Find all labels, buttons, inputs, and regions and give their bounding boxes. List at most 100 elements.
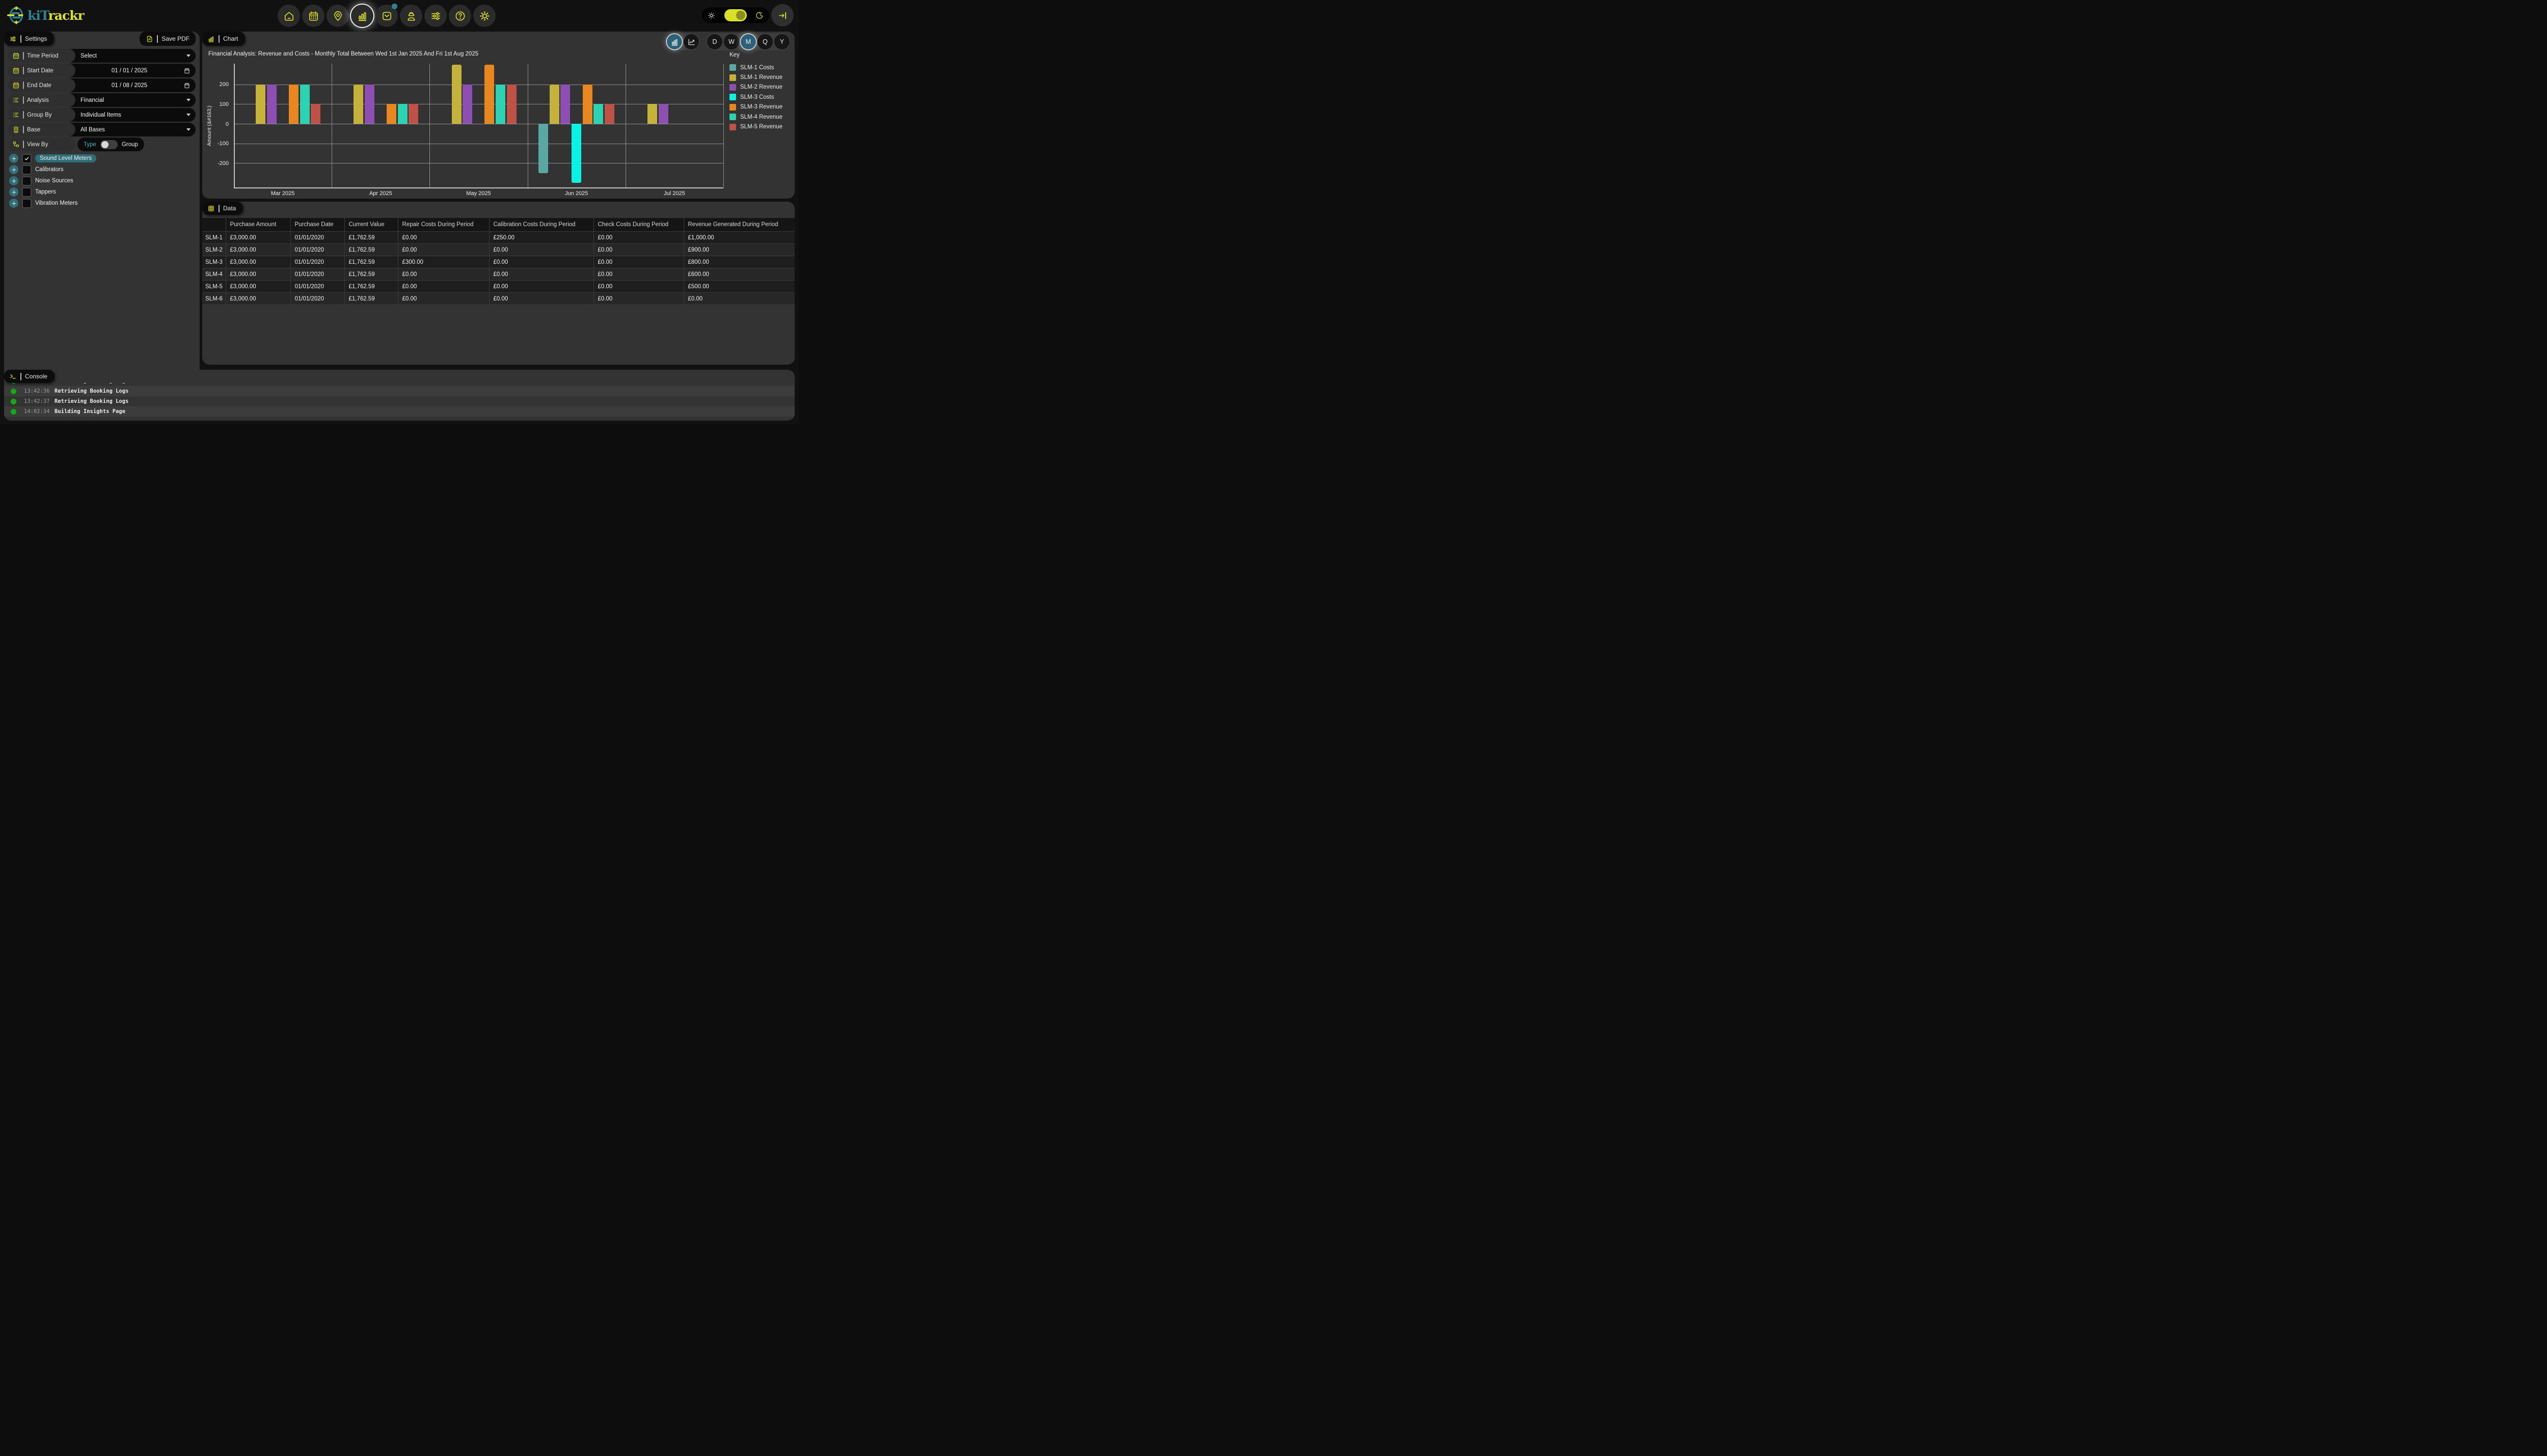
table-cell: £0.00 — [593, 280, 684, 293]
bar-slm-4-revenue-jun-2025[interactable] — [593, 104, 604, 124]
nav-calendar-button[interactable] — [302, 5, 324, 27]
table-cell: £0.00 — [398, 243, 490, 256]
bar-slm-4-revenue-mar-2025[interactable] — [300, 84, 310, 124]
expand-plus-button[interactable] — [9, 199, 18, 208]
bar-slm-1-revenue-jun-2025[interactable] — [549, 84, 559, 124]
nav-home-button[interactable] — [278, 5, 300, 27]
table-row-slm-5: SLM-5 £3,000.00 01/01/2020 £1,762.59 £0.00 £0… — [202, 280, 795, 293]
chart-panel-tab: Chart — [202, 32, 246, 46]
worker-icon — [405, 10, 417, 22]
equipment-checkbox[interactable] — [22, 187, 32, 197]
line-chart-view-button[interactable] — [684, 34, 699, 49]
equipment-checkbox[interactable] — [22, 153, 32, 163]
nav-sliders-button[interactable] — [424, 5, 447, 27]
bar-slm-3-revenue-may-2025[interactable] — [484, 65, 495, 124]
equipment-label[interactable]: Tappers — [35, 189, 56, 195]
expand-plus-button[interactable] — [9, 154, 18, 163]
period-W-button[interactable]: W — [724, 34, 739, 49]
calendar-picker-icon[interactable] — [183, 82, 191, 89]
bar-slm-2-revenue-jun-2025[interactable] — [560, 84, 571, 124]
field-start-date[interactable]: Start Date 01 / 01 / 2025 — [8, 64, 196, 77]
calendar-picker-icon[interactable] — [183, 67, 191, 74]
bar-slm-1-revenue-apr-2025[interactable] — [354, 84, 364, 124]
data-panel-tab: Data — [202, 202, 243, 215]
bar-slm-1-revenue-jul-2025[interactable] — [647, 104, 657, 124]
field-time-period[interactable]: Time Period Select — [8, 49, 196, 63]
bar-slm-3-costs-jun-2025[interactable] — [571, 124, 581, 183]
bar-chart-view-button[interactable] — [667, 34, 682, 49]
settings-panel: Settings Save PDF Time Period Select Sta… — [4, 32, 200, 380]
bar-slm-5-revenue-jun-2025[interactable] — [604, 104, 614, 124]
bar-chart-icon — [207, 35, 215, 43]
field-group-by[interactable]: Group By Individual Items — [8, 108, 196, 122]
table-cell: £3,000.00 — [226, 256, 291, 268]
view-by-switch[interactable] — [100, 140, 118, 149]
equipment-label[interactable]: Calibrators — [35, 167, 64, 173]
bar-slm-3-revenue-jun-2025[interactable] — [582, 84, 592, 124]
nav-help-button[interactable] — [449, 5, 471, 27]
log-timestamp: 14:02:34 — [24, 408, 50, 415]
bar-slm-3-revenue-mar-2025[interactable] — [288, 84, 299, 124]
bar-slm-4-revenue-may-2025[interactable] — [495, 84, 505, 124]
bar-slm-2-revenue-may-2025[interactable] — [463, 84, 473, 124]
bar-slm-5-revenue-apr-2025[interactable] — [409, 104, 419, 124]
x-tick-label: Jun 2025 — [565, 190, 588, 197]
period-Q-button[interactable]: Q — [757, 34, 773, 49]
bar-slm-3-revenue-apr-2025[interactable] — [387, 104, 397, 124]
table-cell: £1,762.59 — [344, 243, 398, 256]
equipment-row-calibrators: Calibrators — [9, 164, 197, 175]
console-panel-title: Console — [25, 373, 48, 380]
field-analysis[interactable]: Analysis Financial — [8, 93, 196, 107]
bar-slm-2-revenue-apr-2025[interactable] — [364, 84, 374, 124]
bar-slm-4-revenue-apr-2025[interactable] — [397, 104, 408, 124]
period-M-button[interactable]: M — [741, 34, 756, 49]
field-value: Select — [80, 52, 97, 59]
nav-insights-button[interactable] — [351, 5, 373, 27]
expand-plus-button[interactable] — [9, 187, 18, 197]
expand-plus-button[interactable] — [9, 165, 18, 174]
logout-icon — [777, 10, 788, 21]
bar-slm-2-revenue-mar-2025[interactable] — [266, 84, 277, 124]
field-base[interactable]: Base All Bases — [8, 123, 196, 136]
expand-plus-button[interactable] — [9, 176, 18, 185]
field-label-pill: Group By — [8, 108, 75, 122]
theme-switch[interactable] — [724, 9, 747, 21]
equipment-checkbox[interactable] — [22, 176, 32, 186]
field-end-date[interactable]: End Date 01 / 08 / 2025 — [8, 78, 196, 92]
field-view-by[interactable]: View By Type Group — [8, 138, 196, 151]
equipment-checkbox[interactable] — [22, 164, 32, 175]
period-D-button[interactable]: D — [707, 34, 722, 49]
nav-settings-button[interactable] — [473, 5, 496, 27]
equipment-checkbox[interactable] — [22, 198, 32, 208]
bar-slm-1-costs-jun-2025[interactable] — [538, 124, 549, 173]
list-icon — [12, 111, 20, 119]
tree-icon — [12, 141, 20, 148]
equipment-label[interactable]: Sound Level Meters — [35, 154, 97, 162]
period-Y-button[interactable]: Y — [774, 34, 790, 49]
field-label-pill: Start Date — [8, 64, 75, 77]
nav-mail-button[interactable] — [375, 4, 398, 27]
table-cell: £0.00 — [593, 292, 684, 305]
settings-panel-title: Settings — [25, 35, 47, 42]
bar-slm-5-revenue-may-2025[interactable] — [506, 84, 517, 124]
logout-button[interactable] — [771, 4, 794, 26]
table-cell: £0.00 — [489, 243, 594, 256]
save-pdf-button[interactable]: Save PDF — [140, 32, 196, 46]
bar-slm-1-revenue-mar-2025[interactable] — [256, 84, 266, 124]
legend-swatch — [729, 74, 736, 81]
equipment-label[interactable]: Vibration Meters — [35, 200, 78, 206]
console-entry: 13:42:37 Retrieving Booking Logs — [4, 396, 795, 406]
table-cell: 01/01/2020 — [290, 268, 345, 281]
view-by-toggle[interactable]: Type Group — [77, 138, 144, 151]
nav-location-button[interactable] — [327, 5, 349, 27]
column-header-row-id — [202, 218, 226, 232]
bar-slm-5-revenue-mar-2025[interactable] — [311, 104, 321, 124]
field-label-pill: Analysis — [8, 93, 75, 107]
nav-worker-button[interactable] — [400, 5, 422, 27]
row-id: SLM-5 — [202, 280, 226, 293]
equipment-label[interactable]: Noise Sources — [35, 178, 73, 184]
table-cell: £1,762.59 — [344, 256, 398, 268]
bar-slm-1-revenue-may-2025[interactable] — [451, 65, 462, 124]
column-header-revenue-generated-during-period: Revenue Generated During Period — [684, 218, 795, 232]
bar-slm-2-revenue-jul-2025[interactable] — [658, 104, 668, 124]
